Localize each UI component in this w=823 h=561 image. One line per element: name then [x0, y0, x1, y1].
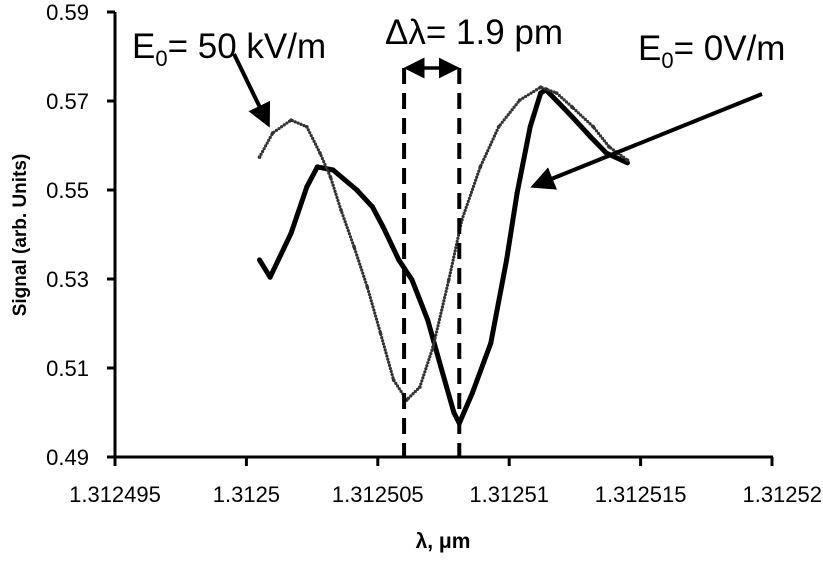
y-tick-label: 0.51	[46, 356, 89, 381]
data-point-e0-50kv	[625, 158, 630, 162]
data-point-e0-0	[569, 114, 575, 120]
data-point-e0-0	[370, 204, 376, 210]
data-point-e0-50kv	[607, 145, 611, 149]
data-point-e0-0	[527, 124, 533, 130]
data-point-e0-0	[267, 274, 273, 280]
data-point-e0-0	[438, 364, 444, 370]
annotation-markers	[232, 53, 763, 457]
data-point-e0-0	[514, 190, 520, 196]
y-tick-label: 0.49	[46, 445, 89, 470]
data-point-e0-50kv	[365, 285, 370, 289]
arrow-to-e0-50-curve	[232, 53, 271, 128]
annotation-delta-lambda: Δλ= 1.9 pm	[385, 13, 563, 52]
data-point-e0-50kv	[591, 125, 596, 129]
data-point-e0-50kv	[517, 98, 522, 102]
data-point-e0-50kv	[318, 151, 322, 155]
y-tick-label: 0.53	[46, 267, 89, 292]
data-point-e0-0	[556, 100, 562, 106]
annotation-e0-0: E0= 0V/m	[638, 29, 785, 73]
series	[257, 85, 630, 426]
x-tick-label: 1.3125	[213, 482, 280, 507]
data-point-e0-0	[469, 390, 475, 396]
data-point-e0-50kv	[339, 208, 343, 212]
ticks: 0.49 0.51 0.53 0.55 0.57 0.59 1.312495 1.3125 1.…	[46, 0, 822, 507]
y-tick-label: 0.57	[46, 89, 89, 114]
data-point-e0-50kv	[496, 125, 501, 129]
data-point-e0-0	[409, 277, 415, 283]
data-point-e0-50kv	[478, 165, 483, 169]
data-point-e0-0	[330, 167, 336, 173]
data-point-e0-0	[624, 160, 630, 166]
series-line-e0-50kv	[257, 85, 630, 402]
y-tick-label: 0.55	[46, 178, 89, 203]
data-point-e0-0	[538, 90, 544, 96]
data-point-e0-0	[488, 340, 494, 346]
data-point-e0-0	[257, 257, 263, 263]
data-point-e0-50kv	[378, 331, 383, 335]
data-point-e0-50kv	[270, 131, 275, 135]
data-point-e0-0	[588, 134, 594, 140]
data-point-e0-50kv	[328, 175, 333, 179]
x-tick-label: 1.312505	[332, 482, 424, 507]
data-point-e0-50kv	[446, 278, 451, 282]
data-point-e0-0	[354, 187, 360, 193]
data-point-e0-50kv	[257, 155, 262, 159]
data-point-e0-50kv	[554, 91, 559, 95]
data-point-e0-50kv	[352, 245, 356, 249]
x-tick-label: 1.312515	[595, 482, 687, 507]
data-point-e0-0	[304, 184, 310, 190]
x-tick-label: 1.31252	[742, 482, 822, 507]
data-point-e0-50kv	[391, 378, 396, 382]
y-axis-label: Signal (arb. Units)	[10, 154, 31, 317]
arrow-to-e0-0-curve	[530, 92, 763, 190]
y-tick-label: 0.59	[46, 0, 89, 25]
data-point-e0-50kv	[570, 105, 575, 110]
annotation-e0-50: E0= 50 kV/m	[132, 27, 326, 71]
axes	[113, 12, 773, 459]
x-tick-label: 1.31251	[469, 482, 549, 507]
data-point-e0-50kv	[305, 125, 309, 129]
data-point-e0-50kv	[431, 345, 435, 349]
data-point-e0-50kv	[289, 118, 293, 122]
data-point-e0-0	[425, 317, 431, 323]
data-point-e0-0	[451, 410, 457, 416]
data-point-e0-0	[314, 164, 320, 170]
data-point-e0-0	[396, 257, 402, 263]
x-tick-label: 1.312495	[69, 482, 161, 507]
x-axis-label: λ, μm	[416, 530, 471, 553]
data-point-e0-50kv	[418, 385, 422, 389]
data-point-e0-0	[288, 230, 294, 236]
data-point-e0-0	[380, 224, 386, 230]
data-point-e0-0	[504, 257, 510, 263]
data-point-e0-50kv	[538, 85, 543, 90]
